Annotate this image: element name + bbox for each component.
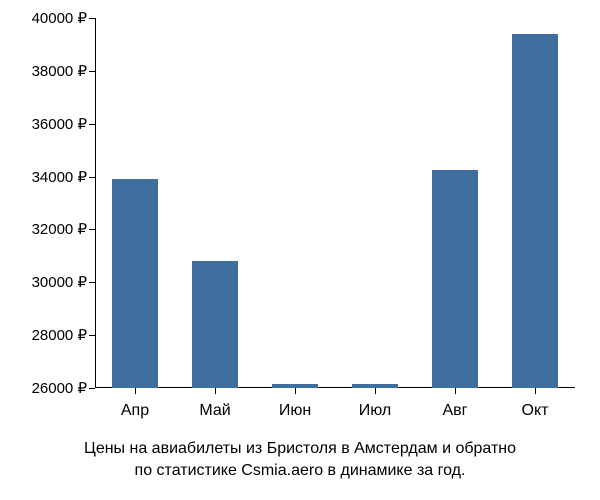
y-tick-label: 32000 ₽ bbox=[32, 220, 95, 238]
y-tick-label: 38000 ₽ bbox=[32, 62, 95, 80]
x-tick-mark bbox=[295, 388, 296, 394]
bar bbox=[192, 261, 238, 388]
y-tick-mark bbox=[89, 177, 95, 178]
caption-line: Цены на авиабилеты из Бристоля в Амстерд… bbox=[0, 438, 600, 460]
y-tick-mark bbox=[89, 18, 95, 19]
chart-caption: Цены на авиабилеты из Бристоля в Амстерд… bbox=[0, 438, 600, 481]
x-tick-label: Май bbox=[199, 402, 230, 420]
y-tick-label: 36000 ₽ bbox=[32, 115, 95, 133]
x-tick-label: Апр bbox=[121, 402, 149, 420]
y-tick-label: 28000 ₽ bbox=[32, 326, 95, 344]
y-tick-mark bbox=[89, 124, 95, 125]
y-tick-mark bbox=[89, 282, 95, 283]
caption-line: по статистике Csmia.aero в динамике за г… bbox=[0, 460, 600, 482]
y-tick-label: 30000 ₽ bbox=[32, 273, 95, 291]
bar bbox=[112, 179, 158, 388]
x-tick-label: Авг bbox=[442, 402, 467, 420]
price-chart: 26000 ₽ 28000 ₽ 30000 ₽ 32000 ₽ 34000 ₽ 36000… bbox=[0, 0, 600, 500]
y-tick-mark bbox=[89, 229, 95, 230]
y-axis bbox=[95, 18, 96, 388]
x-tick-mark bbox=[375, 388, 376, 394]
y-tick-mark bbox=[89, 388, 95, 389]
y-tick-label: 40000 ₽ bbox=[32, 9, 95, 27]
x-tick-label: Июл bbox=[359, 402, 391, 420]
x-tick-mark bbox=[135, 388, 136, 394]
x-tick-label: Июн bbox=[279, 402, 311, 420]
x-axis bbox=[95, 387, 575, 388]
y-tick-mark bbox=[89, 71, 95, 72]
y-tick-label: 26000 ₽ bbox=[32, 379, 95, 397]
bar bbox=[432, 170, 478, 388]
x-tick-mark bbox=[215, 388, 216, 394]
y-tick-label: 34000 ₽ bbox=[32, 168, 95, 186]
y-tick-mark bbox=[89, 335, 95, 336]
x-tick-mark bbox=[535, 388, 536, 394]
bar bbox=[512, 34, 558, 388]
x-tick-mark bbox=[455, 388, 456, 394]
plot-area: 26000 ₽28000 ₽30000 ₽32000 ₽34000 ₽36000… bbox=[95, 18, 575, 388]
x-tick-label: Окт bbox=[522, 402, 549, 420]
